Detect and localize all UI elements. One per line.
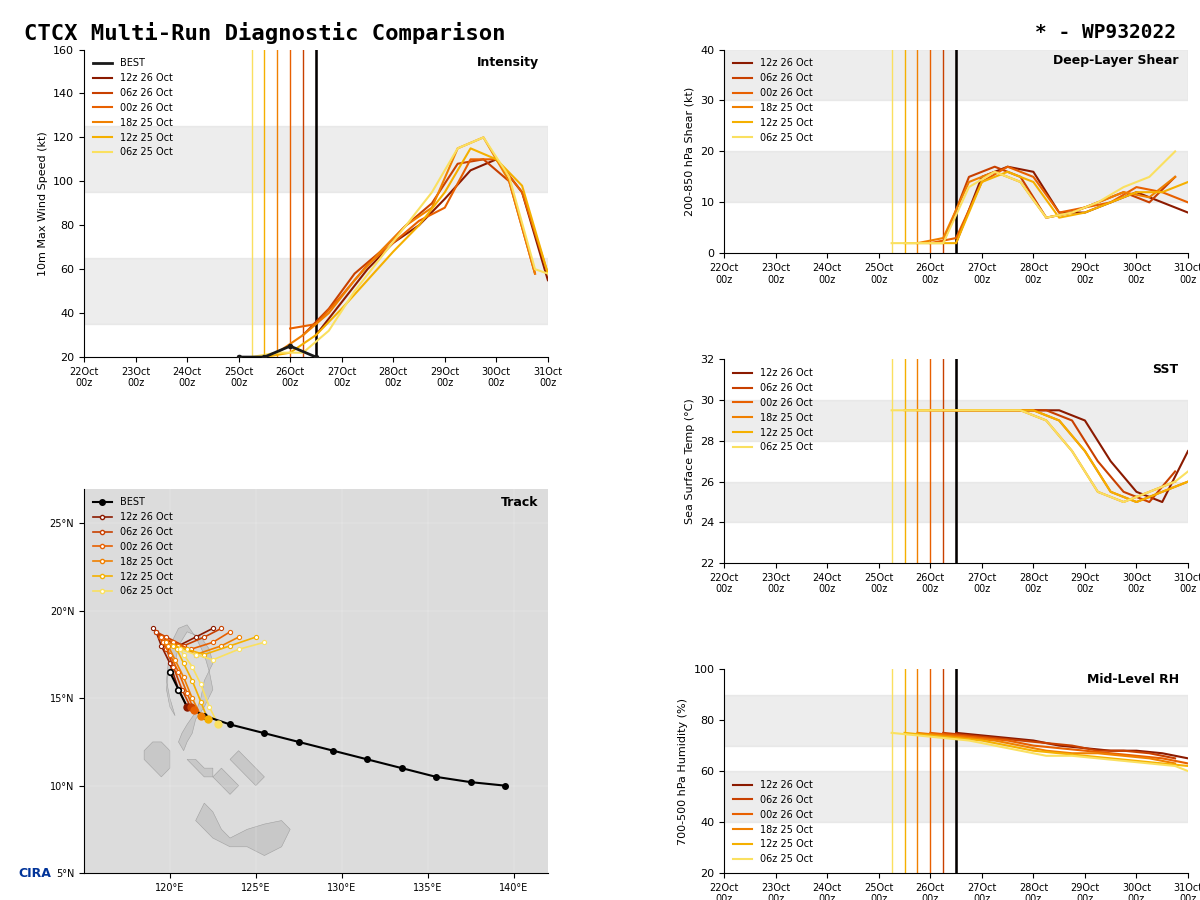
Bar bbox=[84, 126, 548, 193]
Polygon shape bbox=[144, 742, 170, 777]
Y-axis label: Sea Surface Temp (°C): Sea Surface Temp (°C) bbox=[685, 399, 695, 524]
Polygon shape bbox=[230, 751, 264, 786]
Bar bbox=[724, 482, 1188, 522]
Polygon shape bbox=[167, 625, 212, 751]
Text: Track: Track bbox=[502, 496, 539, 509]
Polygon shape bbox=[187, 760, 212, 777]
Polygon shape bbox=[212, 768, 239, 795]
Legend: BEST, 12z 26 Oct, 06z 26 Oct, 00z 26 Oct, 18z 25 Oct, 12z 25 Oct, 06z 25 Oct: BEST, 12z 26 Oct, 06z 26 Oct, 00z 26 Oct… bbox=[89, 54, 176, 161]
Bar bbox=[724, 50, 1188, 101]
Text: CTCX Multi-Run Diagnostic Comparison: CTCX Multi-Run Diagnostic Comparison bbox=[24, 22, 505, 44]
Bar bbox=[724, 695, 1188, 745]
Polygon shape bbox=[196, 803, 290, 856]
Legend: 12z 26 Oct, 06z 26 Oct, 00z 26 Oct, 18z 25 Oct, 12z 25 Oct, 06z 25 Oct: 12z 26 Oct, 06z 26 Oct, 00z 26 Oct, 18z … bbox=[728, 54, 817, 147]
Text: * - WP932022: * - WP932022 bbox=[1034, 22, 1176, 41]
Bar bbox=[724, 771, 1188, 822]
Text: Deep-Layer Shear: Deep-Layer Shear bbox=[1054, 54, 1178, 67]
Y-axis label: 700-500 hPa Humidity (%): 700-500 hPa Humidity (%) bbox=[678, 698, 688, 844]
Legend: BEST, 12z 26 Oct, 06z 26 Oct, 00z 26 Oct, 18z 25 Oct, 12z 25 Oct, 06z 25 Oct: BEST, 12z 26 Oct, 06z 26 Oct, 00z 26 Oct… bbox=[89, 493, 176, 600]
Text: SST: SST bbox=[1152, 364, 1178, 376]
Bar bbox=[724, 400, 1188, 441]
Text: Intensity: Intensity bbox=[476, 56, 539, 68]
Y-axis label: 10m Max Wind Speed (kt): 10m Max Wind Speed (kt) bbox=[37, 130, 48, 275]
Legend: 12z 26 Oct, 06z 26 Oct, 00z 26 Oct, 18z 25 Oct, 12z 25 Oct, 06z 25 Oct: 12z 26 Oct, 06z 26 Oct, 00z 26 Oct, 18z … bbox=[728, 776, 817, 868]
Y-axis label: 200-850 hPa Shear (kt): 200-850 hPa Shear (kt) bbox=[685, 86, 695, 216]
Bar bbox=[84, 258, 548, 324]
Text: CIRA: CIRA bbox=[18, 868, 50, 880]
Bar bbox=[724, 151, 1188, 202]
Text: Mid-Level RH: Mid-Level RH bbox=[1086, 673, 1178, 686]
Legend: 12z 26 Oct, 06z 26 Oct, 00z 26 Oct, 18z 25 Oct, 12z 25 Oct, 06z 25 Oct: 12z 26 Oct, 06z 26 Oct, 00z 26 Oct, 18z … bbox=[728, 364, 817, 456]
